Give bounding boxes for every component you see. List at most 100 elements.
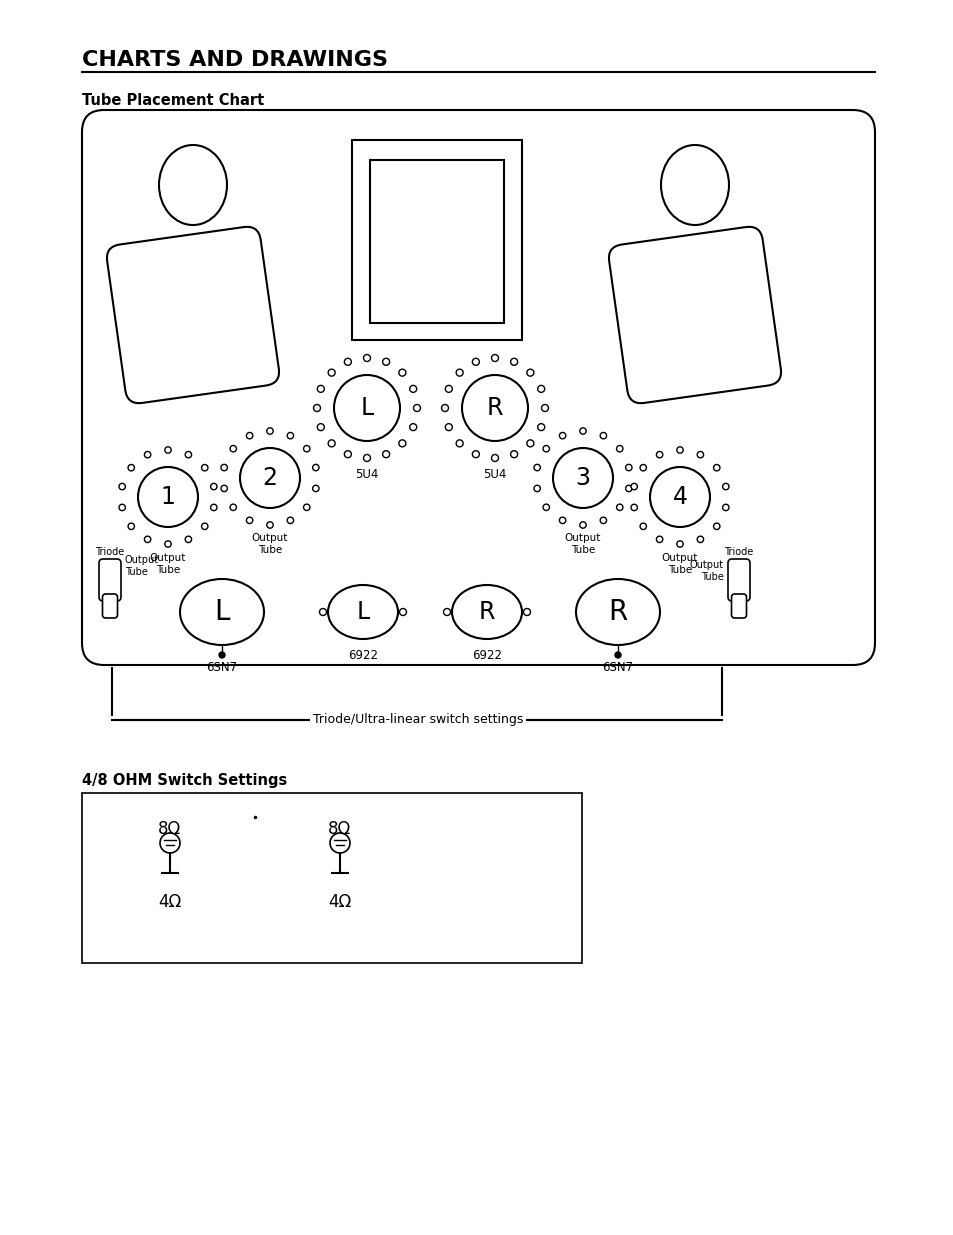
Circle shape (267, 427, 273, 435)
Circle shape (510, 451, 517, 458)
Circle shape (456, 369, 462, 377)
Circle shape (144, 536, 151, 542)
Text: Output
Tube: Output Tube (564, 534, 600, 556)
Text: 4Ω: 4Ω (158, 893, 181, 911)
Text: L: L (356, 600, 369, 624)
Circle shape (656, 452, 662, 458)
Circle shape (219, 652, 225, 658)
Text: Output
Tube: Output Tube (689, 559, 723, 583)
Circle shape (534, 464, 539, 471)
Circle shape (413, 405, 420, 411)
Circle shape (128, 524, 134, 530)
Ellipse shape (660, 144, 728, 225)
Circle shape (119, 483, 125, 490)
FancyBboxPatch shape (727, 559, 749, 601)
Circle shape (314, 405, 320, 411)
Text: 4/8 OHM Switch Settings: 4/8 OHM Switch Settings (82, 773, 287, 788)
Circle shape (330, 832, 350, 853)
Circle shape (287, 432, 294, 438)
Circle shape (221, 464, 227, 471)
Circle shape (303, 504, 310, 510)
Text: 3: 3 (575, 466, 590, 490)
Text: 5U4: 5U4 (483, 468, 506, 480)
Circle shape (697, 536, 703, 542)
Circle shape (553, 448, 613, 508)
Circle shape (287, 517, 294, 524)
Circle shape (363, 354, 370, 362)
Circle shape (246, 517, 253, 524)
Text: 4Ω: 4Ω (328, 893, 352, 911)
Text: Triode/Ultra-linear switch settings: Triode/Ultra-linear switch settings (313, 714, 522, 726)
Circle shape (319, 609, 326, 615)
Circle shape (491, 354, 498, 362)
Text: UL: UL (732, 610, 744, 620)
Circle shape (328, 369, 335, 377)
Circle shape (697, 452, 703, 458)
Circle shape (616, 446, 622, 452)
Circle shape (599, 517, 606, 524)
Text: R: R (478, 600, 495, 624)
Text: 6SN7: 6SN7 (206, 661, 237, 674)
Circle shape (630, 504, 637, 510)
Circle shape (526, 369, 534, 377)
Circle shape (211, 483, 216, 490)
Circle shape (713, 524, 720, 530)
Text: Triode: Triode (723, 547, 753, 557)
Circle shape (630, 483, 637, 490)
Circle shape (165, 541, 171, 547)
FancyBboxPatch shape (608, 227, 781, 403)
Circle shape (615, 652, 620, 658)
Circle shape (445, 424, 452, 431)
Circle shape (542, 504, 549, 510)
Text: Output
Tube: Output Tube (125, 555, 159, 578)
Circle shape (579, 427, 585, 435)
Circle shape (472, 451, 478, 458)
Circle shape (526, 440, 534, 447)
Ellipse shape (328, 585, 397, 638)
Text: 6922: 6922 (348, 650, 377, 662)
Circle shape (625, 485, 631, 492)
Circle shape (721, 483, 728, 490)
Text: Output
Tube: Output Tube (150, 553, 186, 576)
Circle shape (579, 522, 585, 529)
Circle shape (409, 385, 416, 393)
Circle shape (128, 464, 134, 471)
Circle shape (558, 517, 565, 524)
Circle shape (119, 504, 125, 510)
Circle shape (399, 609, 406, 615)
Circle shape (443, 609, 450, 615)
Circle shape (313, 464, 318, 471)
Ellipse shape (180, 579, 264, 645)
Circle shape (165, 447, 171, 453)
FancyBboxPatch shape (99, 559, 121, 601)
Text: Output
Tube: Output Tube (252, 534, 288, 556)
FancyBboxPatch shape (82, 110, 874, 664)
FancyBboxPatch shape (107, 227, 279, 403)
FancyBboxPatch shape (102, 594, 117, 618)
Circle shape (185, 452, 192, 458)
Circle shape (201, 464, 208, 471)
Ellipse shape (576, 579, 659, 645)
Circle shape (625, 464, 631, 471)
Text: 1: 1 (160, 485, 175, 509)
Circle shape (363, 454, 370, 462)
Circle shape (240, 448, 299, 508)
Circle shape (201, 524, 208, 530)
Circle shape (649, 467, 709, 527)
Circle shape (445, 385, 452, 393)
Ellipse shape (452, 585, 521, 638)
Circle shape (211, 504, 216, 510)
Circle shape (599, 432, 606, 438)
Circle shape (676, 541, 682, 547)
Circle shape (303, 446, 310, 452)
Circle shape (721, 504, 728, 510)
Circle shape (534, 485, 539, 492)
Text: Tube Placement Chart: Tube Placement Chart (82, 93, 264, 107)
Circle shape (523, 609, 530, 615)
Circle shape (230, 446, 236, 452)
Bar (370, 161, 503, 324)
Circle shape (656, 536, 662, 542)
Text: R: R (608, 598, 627, 626)
Text: 8Ω: 8Ω (328, 820, 352, 839)
Circle shape (334, 375, 399, 441)
